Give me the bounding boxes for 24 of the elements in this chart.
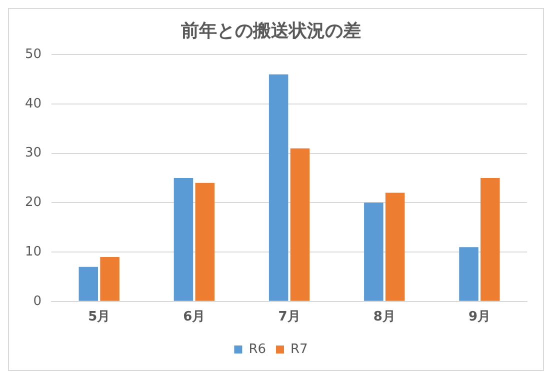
bar: [78, 266, 98, 301]
y-tick-label: 20: [24, 195, 42, 210]
y-tick-label: 30: [24, 146, 42, 161]
y-tick-label: 0: [33, 294, 42, 309]
bar: [480, 178, 500, 301]
bar: [290, 148, 310, 301]
bar: [459, 247, 478, 301]
y-tick-label: 10: [24, 244, 42, 260]
y-tick-label: 40: [24, 96, 42, 112]
legend-label: R6: [248, 342, 266, 357]
legend-label: R7: [290, 342, 308, 357]
x-tick-label: 5月: [88, 310, 110, 325]
bar: [100, 256, 120, 301]
x-tick-label: 6月: [183, 310, 206, 325]
x-tick-label: 8月: [373, 310, 396, 325]
bar: [174, 178, 194, 301]
bar: [195, 182, 215, 301]
bar: [385, 192, 405, 301]
y-tick-label: 50: [24, 46, 42, 62]
x-tick-label: 7月: [278, 310, 300, 325]
bar: [364, 202, 384, 301]
chart-title: 前年との搬送状況の差: [180, 20, 361, 42]
bar: [268, 74, 288, 301]
x-tick-label: 9月: [468, 310, 490, 325]
